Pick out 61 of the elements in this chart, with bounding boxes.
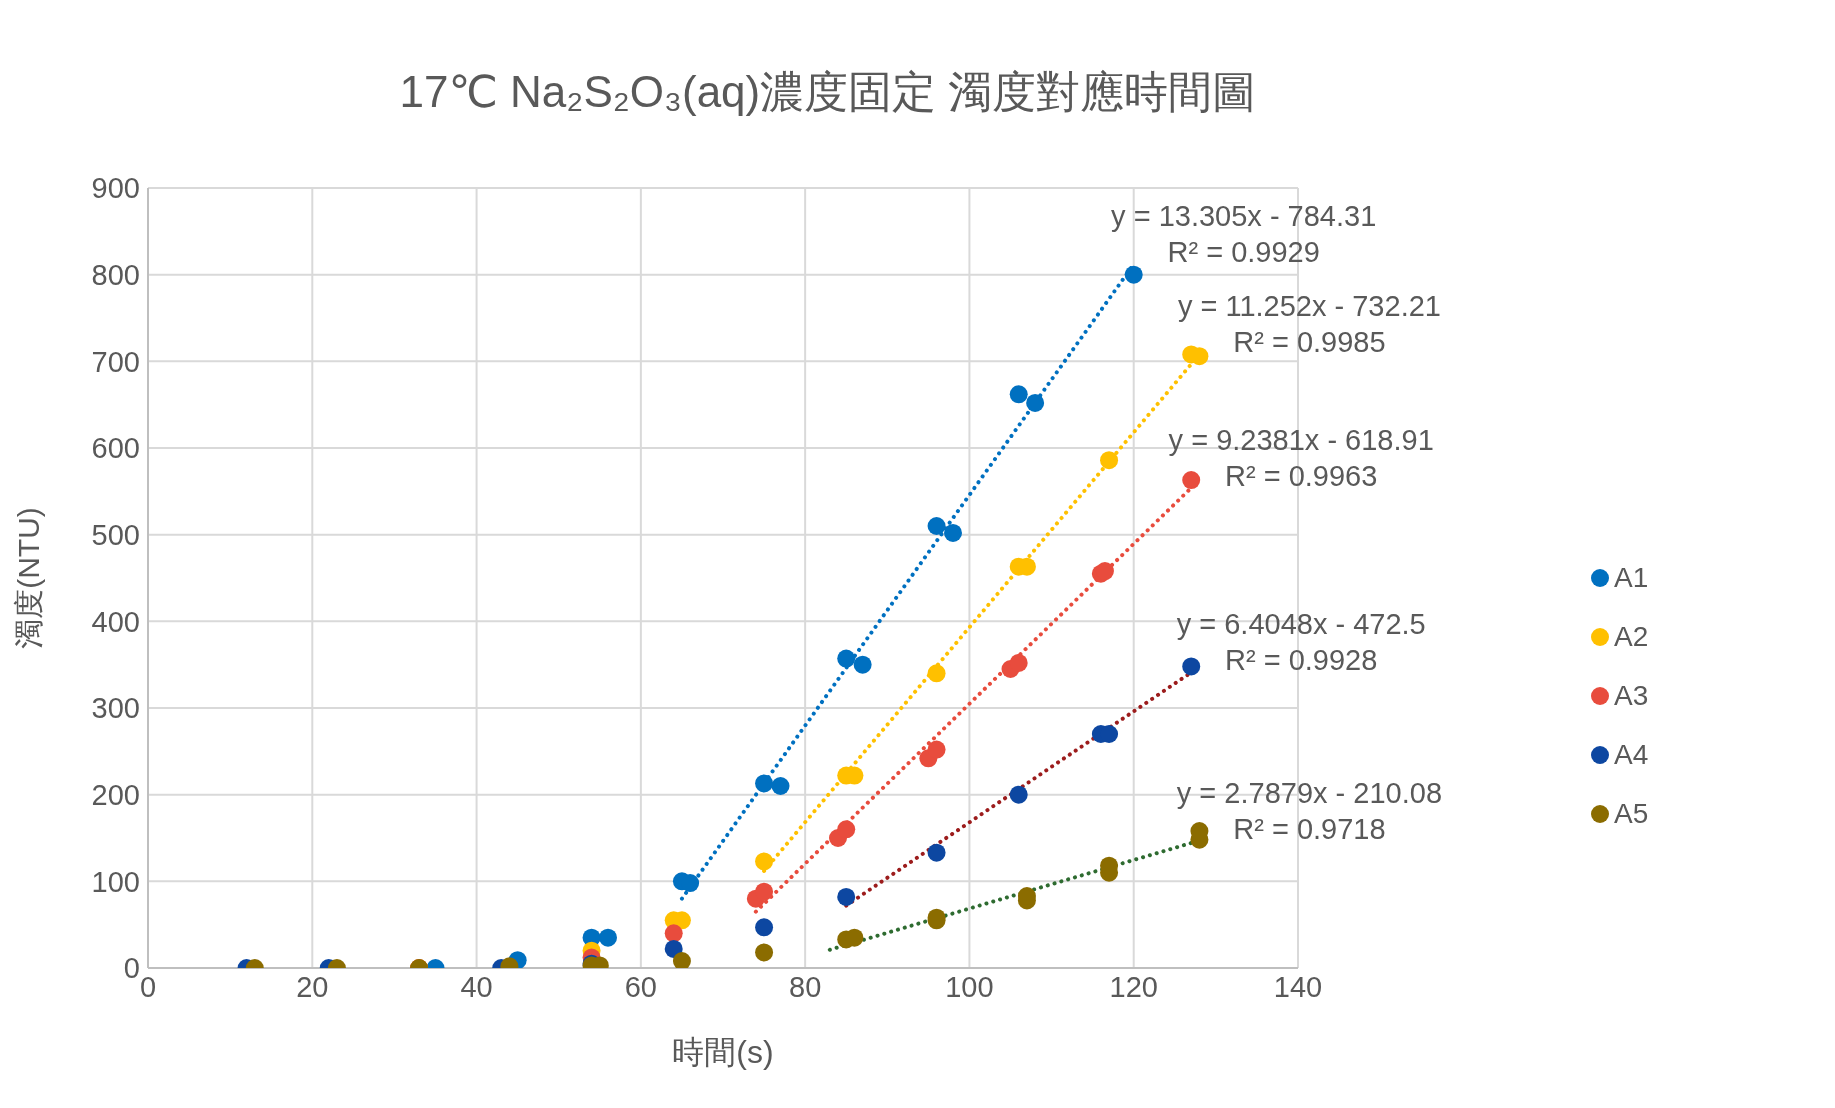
legend-label: A1 — [1614, 561, 1649, 594]
legend-label: A2 — [1614, 620, 1649, 653]
point — [599, 928, 617, 947]
y-tick-label: 700 — [91, 345, 140, 378]
annotation: y = 11.252x - 732.21 — [1177, 290, 1441, 323]
annotation: y = 6.4048x - 472.5 — [1176, 608, 1426, 641]
legend-label: A4 — [1614, 738, 1649, 771]
point — [837, 820, 856, 839]
point — [1182, 471, 1201, 490]
point — [755, 852, 774, 871]
x-tick-label: 60 — [624, 970, 657, 1003]
y-tick-label: 800 — [91, 258, 140, 291]
point — [672, 952, 691, 968]
x-axis-title: 時間(s) — [672, 1034, 774, 1070]
y-tick-label: 400 — [91, 605, 140, 638]
point — [837, 887, 856, 906]
legend-label: A3 — [1614, 679, 1649, 712]
point — [944, 523, 962, 542]
point — [1026, 393, 1045, 412]
annotation: y = 2.7879x - 210.08 — [1176, 776, 1443, 809]
point — [927, 664, 946, 683]
point — [755, 774, 774, 793]
x-tick-label: 80 — [789, 970, 822, 1003]
point — [1009, 653, 1028, 672]
point — [1124, 265, 1143, 284]
y-tick-label: 900 — [91, 172, 140, 205]
legend-label: A5 — [1614, 797, 1649, 830]
annotation: R² = 0.9929 — [1167, 236, 1320, 269]
point — [1009, 785, 1028, 804]
point — [1100, 451, 1119, 470]
point — [664, 939, 683, 958]
y-axis-title: 濁度(NTU) — [11, 507, 45, 649]
point — [755, 918, 774, 937]
y-tick-label: 300 — [91, 692, 140, 725]
point — [927, 843, 946, 862]
x-tick-label: 100 — [945, 970, 994, 1003]
annotation: R² = 0.9928 — [1225, 644, 1378, 677]
annotation: R² = 0.9718 — [1233, 812, 1386, 845]
y-tick-label: 500 — [91, 518, 140, 551]
point — [771, 777, 790, 795]
point — [927, 517, 946, 535]
annotation: R² = 0.9985 — [1233, 326, 1386, 359]
annotation: R² = 0.9963 — [1225, 459, 1378, 492]
x-tick-label: 40 — [460, 970, 493, 1003]
point — [664, 924, 683, 943]
y-tick-label: 100 — [91, 865, 140, 898]
point — [853, 655, 872, 674]
y-tick-label: 600 — [91, 432, 140, 465]
point — [927, 740, 946, 759]
point — [837, 649, 856, 668]
point — [1182, 657, 1201, 676]
x-tick-label: 120 — [1109, 970, 1158, 1003]
annotation: y = 9.2381x - 618.91 — [1168, 423, 1434, 456]
point — [755, 943, 774, 962]
x-tick-label: 20 — [296, 970, 329, 1003]
y-tick-label: 200 — [91, 778, 140, 811]
annotation: y = 13.305x - 784.31 — [1111, 200, 1377, 233]
point — [755, 882, 774, 901]
x-tick-label: 140 — [1273, 970, 1323, 1003]
point — [1009, 385, 1028, 404]
chart-title: 17℃ Na₂S₂O₃(aq)濃度固定 濁度對應時間圖 — [398, 66, 1258, 118]
